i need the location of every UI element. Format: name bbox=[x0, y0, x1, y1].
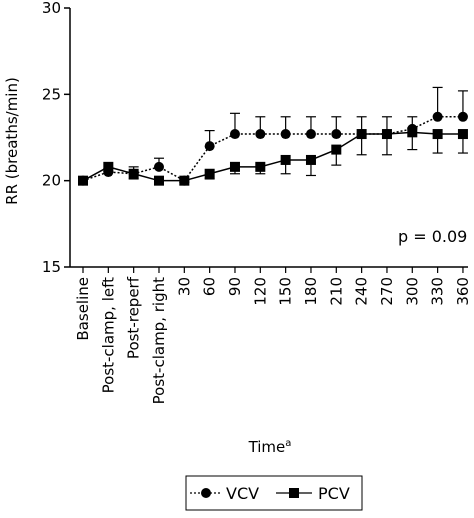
x-axis-label: Timea bbox=[248, 438, 292, 456]
data-point bbox=[331, 144, 342, 155]
x-tick-label: 240 bbox=[353, 277, 371, 306]
data-point bbox=[103, 161, 114, 172]
x-axis-label-text: Time bbox=[248, 438, 286, 456]
y-tick-label: 15 bbox=[42, 258, 61, 276]
data-point bbox=[280, 154, 291, 165]
x-tick-label: 180 bbox=[302, 277, 320, 306]
legend-pcv-label: PCV bbox=[318, 484, 350, 503]
y-tick-label: 20 bbox=[42, 172, 61, 190]
series-line bbox=[82, 116, 463, 182]
y-tick-label: 30 bbox=[42, 0, 61, 17]
data-point bbox=[305, 129, 316, 140]
data-point bbox=[204, 168, 215, 179]
legend-vcv-marker bbox=[201, 488, 211, 498]
data-point bbox=[255, 161, 266, 172]
x-tick-label: 300 bbox=[403, 277, 421, 306]
data-point bbox=[457, 129, 468, 140]
data-point bbox=[179, 175, 190, 186]
data-point bbox=[457, 111, 468, 122]
data-point bbox=[128, 168, 139, 179]
x-tick-label: 360 bbox=[454, 277, 472, 306]
x-tick-label: 90 bbox=[226, 277, 244, 296]
data-point bbox=[229, 161, 240, 172]
data-point bbox=[280, 129, 291, 140]
data-point bbox=[331, 129, 342, 140]
x-tick-label: Post-clamp, right bbox=[150, 277, 168, 404]
x-tick-label: 210 bbox=[327, 277, 345, 306]
x-tick-label: 120 bbox=[251, 277, 269, 306]
series-pcv bbox=[78, 127, 468, 186]
x-tick-label: 330 bbox=[429, 277, 447, 306]
x-tick-label: 30 bbox=[175, 277, 193, 296]
p-value-annotation: p = 0.09 bbox=[398, 227, 467, 246]
legend-vcv-label: VCV bbox=[226, 484, 259, 503]
data-point bbox=[356, 129, 367, 140]
data-point bbox=[432, 111, 443, 122]
y-ticks: 15 20 25 30 bbox=[42, 0, 70, 276]
data-point bbox=[204, 141, 215, 152]
data-point bbox=[229, 129, 240, 140]
legend-pcv-marker bbox=[289, 488, 299, 498]
series-line bbox=[82, 131, 463, 182]
data-point bbox=[381, 129, 392, 140]
x-tick-label: 60 bbox=[201, 277, 219, 296]
x-axis-label-superscript: a bbox=[285, 438, 291, 449]
x-ticks: Baseline Post-clamp, left Post-reperf Post-… bbox=[74, 267, 472, 404]
y-tick-label: 25 bbox=[42, 85, 61, 103]
axes bbox=[69, 8, 468, 268]
data-point bbox=[432, 129, 443, 140]
data-point bbox=[153, 175, 164, 186]
x-tick-label: Post-reperf bbox=[125, 276, 143, 359]
y-axis-label: RR (breaths/min) bbox=[3, 77, 21, 205]
x-tick-label: Baseline bbox=[74, 277, 92, 341]
x-tick-label: 150 bbox=[277, 277, 295, 306]
x-tick-label: 270 bbox=[378, 277, 396, 306]
x-tick-label: Post-clamp, left bbox=[99, 277, 117, 393]
data-point bbox=[407, 127, 418, 138]
legend: VCV PCV bbox=[185, 475, 363, 511]
series-layer bbox=[78, 86, 468, 186]
data-point bbox=[78, 175, 88, 186]
data-point bbox=[153, 161, 164, 172]
data-point bbox=[305, 154, 316, 165]
data-point bbox=[255, 129, 266, 140]
